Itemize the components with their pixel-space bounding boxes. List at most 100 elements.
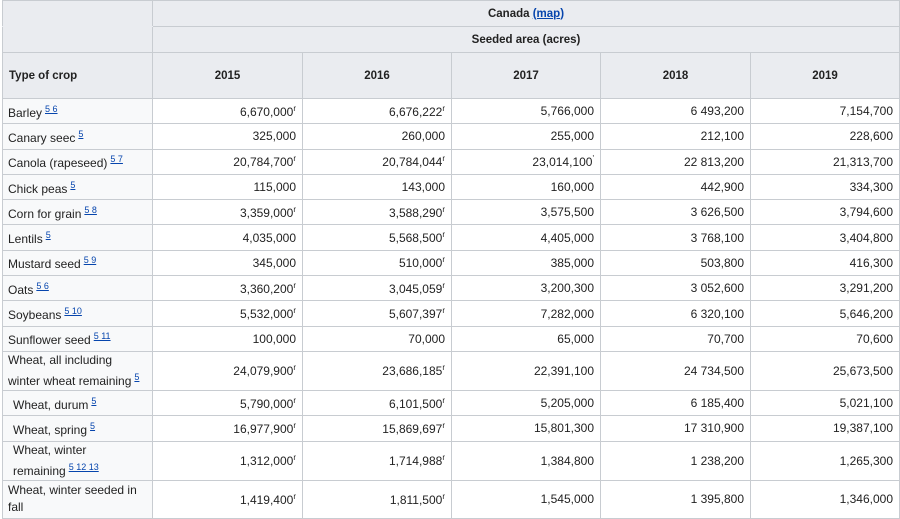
value-cell: 1,312,000r xyxy=(152,440,303,481)
map-link[interactable]: (map) xyxy=(532,7,565,20)
value-cell: 16,977,900r xyxy=(152,415,303,442)
value-cell: 1,384,800 xyxy=(451,440,601,481)
value-text: 15,801,300 xyxy=(533,421,594,436)
value-text: 70,700 xyxy=(707,331,744,346)
table-body: Barley 5 6 6,670,000r 6,676,222r 5,766,000 6 … xyxy=(2,97,900,519)
value-text: 255,000 xyxy=(550,129,594,144)
value-cell: 22,391,100 xyxy=(451,350,601,391)
revision-mark: r xyxy=(442,255,445,265)
reference-link[interactable]: 5 12 13 xyxy=(68,461,99,472)
table-row: Wheat, winter remaining 5 12 13 1,312,000r… xyxy=(2,440,900,481)
value-cell: 416,300 xyxy=(750,249,900,277)
value-cell: 6 320,100 xyxy=(600,300,751,327)
value-cell: 255,000 xyxy=(451,123,601,150)
value-cell: 6,676,222r xyxy=(302,97,452,125)
revision-mark: r xyxy=(442,103,445,113)
revision-mark: r xyxy=(442,306,445,316)
table-row: Lentils 5 4,035,000 5,568,500r 4,405,000 3 76… xyxy=(2,224,900,251)
value-text: 6 185,400 xyxy=(690,396,744,411)
reference-link[interactable]: 5 9 xyxy=(83,255,97,266)
value-text: 510,000 xyxy=(398,256,443,271)
value-text: 3,359,000 xyxy=(239,205,294,220)
crop-name-cell: Wheat, winter remaining 5 12 13 xyxy=(2,440,153,481)
crop-name: Wheat, durum xyxy=(13,397,89,412)
value-text: 1 238,200 xyxy=(690,453,744,468)
value-cell: 5,646,200 xyxy=(750,300,900,327)
reference-link[interactable]: 5 10 xyxy=(64,306,82,317)
value-text: 416,300 xyxy=(849,255,893,270)
reference-link[interactable]: 5 xyxy=(91,395,97,406)
value-cell: 70,000 xyxy=(302,325,452,352)
value-cell: 510,000r xyxy=(302,249,452,277)
reference-link[interactable]: 5 xyxy=(45,230,51,241)
value-cell: 325,000 xyxy=(152,123,303,150)
reference-link[interactable]: 5 xyxy=(70,179,76,190)
reference-link[interactable]: 5 7 xyxy=(110,154,123,165)
value-cell: 3,794,600 xyxy=(750,199,900,226)
reference-link[interactable]: 5 8 xyxy=(84,204,97,215)
value-cell: 3 626,500 xyxy=(600,199,751,226)
value-text: 3 768,100 xyxy=(690,230,744,245)
value-text: 6 320,100 xyxy=(690,306,744,321)
value-cell: 345,000 xyxy=(152,249,303,277)
value-cell: 22 813,200 xyxy=(600,148,751,175)
value-cell: 70,600 xyxy=(750,325,900,352)
value-cell: 3 768,100 xyxy=(600,224,751,251)
revision-mark: r xyxy=(293,453,296,463)
crop-name-cell: Sunflower seed 5 11 xyxy=(2,325,153,352)
revision-mark: ' xyxy=(592,154,594,164)
value-text: 1,545,000 xyxy=(540,492,594,507)
value-text: 70,600 xyxy=(856,331,893,346)
value-cell: 3,200,300 xyxy=(451,275,601,302)
value-cell: 115,000 xyxy=(152,173,303,201)
value-cell: 5,766,000 xyxy=(451,97,601,125)
reference-link[interactable]: 5 6 xyxy=(45,103,58,114)
value-text: 4,405,000 xyxy=(540,230,594,245)
value-text: 4,035,000 xyxy=(242,230,296,245)
reference-link[interactable]: 5 xyxy=(90,420,96,431)
table-row: Barley 5 6 6,670,000r 6,676,222r 5,766,000 6 … xyxy=(2,97,900,125)
crop-name: Wheat, spring xyxy=(13,422,88,437)
value-text: 1,265,300 xyxy=(839,453,893,468)
value-cell: 6 185,400 xyxy=(600,389,751,417)
value-cell: 1,811,500r xyxy=(302,479,452,519)
crop-name-cell: Wheat, winter seeded in fall xyxy=(2,479,153,519)
value-cell: 7,282,000 xyxy=(451,300,601,327)
revision-mark: r xyxy=(293,306,296,316)
crop-column-header: Type of crop xyxy=(2,52,153,99)
value-cell: 1,419,400r xyxy=(152,479,303,519)
value-text: 5,766,000 xyxy=(540,104,594,119)
value-cell: 1 238,200 xyxy=(600,440,751,481)
header-corner-2 xyxy=(2,26,153,53)
year-header-2016: 2016 xyxy=(302,52,452,99)
reference-link[interactable]: 5 11 xyxy=(93,331,111,342)
reference-link[interactable]: 5 6 xyxy=(36,280,49,291)
country-label: Canada xyxy=(487,7,530,20)
revision-mark: r xyxy=(293,491,296,501)
crop-name-cell: Corn for grain 5 8 xyxy=(2,199,153,226)
revision-mark: r xyxy=(293,395,296,405)
value-text: 23,686,185 xyxy=(382,364,443,379)
crop-name: Canola (rapeseed) xyxy=(8,156,108,171)
value-cell: 5,790,000r xyxy=(152,389,303,417)
value-text: 1,312,000 xyxy=(239,454,294,469)
revision-mark: r xyxy=(293,154,296,164)
value-text: 19,387,100 xyxy=(832,421,893,436)
value-text: 5,568,500 xyxy=(388,231,443,246)
reference-link[interactable]: 5 xyxy=(78,128,84,139)
table-row: Mustard seed 5 9 345,000 510,000r 385,000 503… xyxy=(2,249,900,277)
value-cell: 24 734,500 xyxy=(600,350,751,391)
crop-name-cell: Canola (rapeseed) 5 7 xyxy=(2,148,153,175)
value-cell: 1,714,988r xyxy=(302,440,452,481)
reference-link[interactable]: 5 xyxy=(134,371,140,382)
value-text: 65,000 xyxy=(557,331,594,346)
revision-mark: r xyxy=(293,204,296,214)
value-cell: 20,784,700r xyxy=(152,148,303,175)
value-text: 3 626,500 xyxy=(690,205,744,220)
value-text: 25,673,500 xyxy=(832,363,893,378)
value-cell: 3,360,200r xyxy=(152,275,303,302)
value-text: 115,000 xyxy=(253,180,297,195)
value-cell: 5,205,000 xyxy=(451,389,601,417)
value-text: 21,313,700 xyxy=(832,154,893,169)
value-text: 23,014,100 xyxy=(532,155,593,170)
